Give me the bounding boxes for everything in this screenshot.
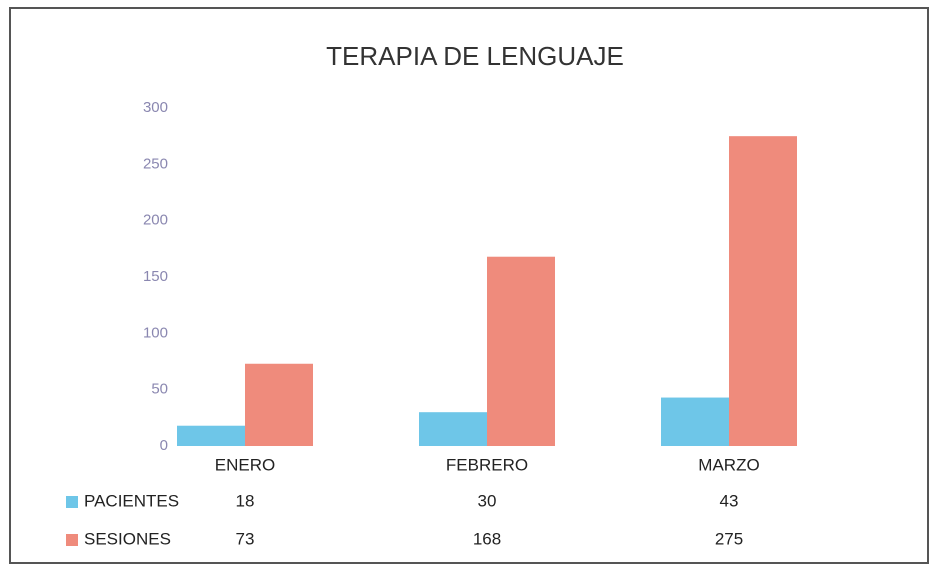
legend-label: PACIENTES [84, 491, 179, 510]
y-tick-label: 50 [151, 381, 168, 398]
y-tick-label: 150 [143, 268, 168, 285]
table-value: 18 [236, 491, 255, 510]
legend-swatch [66, 534, 78, 546]
y-tick-label: 100 [143, 324, 168, 341]
bar [245, 363, 313, 446]
x-tick-label: FEBRERO [446, 455, 528, 474]
bar [177, 425, 245, 446]
y-tick-label: 200 [143, 212, 168, 229]
table-value: 73 [236, 529, 255, 548]
table-value: 30 [478, 491, 497, 510]
bar [661, 397, 729, 446]
y-tick-label: 0 [160, 437, 168, 454]
legend-swatch [66, 496, 78, 508]
bar [729, 136, 797, 446]
table-value: 43 [720, 491, 739, 510]
x-tick-label: ENERO [215, 455, 275, 474]
x-tick-label: MARZO [698, 455, 759, 474]
legend-label: SESIONES [84, 529, 171, 548]
y-tick-label: 300 [143, 99, 168, 116]
table-value: 275 [715, 529, 743, 548]
bar [419, 412, 487, 446]
chart-title: TERAPIA DE LENGUAJE [326, 41, 624, 71]
bar [487, 256, 555, 446]
table-value: 168 [473, 529, 501, 548]
y-tick-label: 250 [143, 155, 168, 172]
